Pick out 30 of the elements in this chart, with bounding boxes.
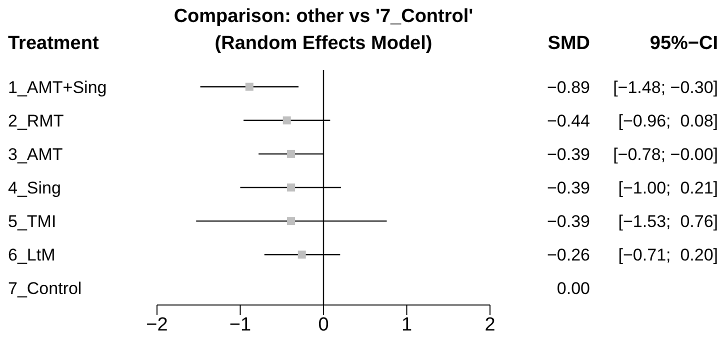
text: −0.26 [−0.71; 0.20]: [546, 246, 718, 265]
y-tick-label: 3_AMT: [8, 144, 63, 164]
x-tick-label: 0: [318, 314, 329, 336]
text: −0.39 [−1.00; 0.21]: [546, 178, 718, 198]
text: −0.89 [−1.48; −0.30]: [546, 78, 718, 97]
x-tick-label: −1: [229, 314, 252, 336]
point: [287, 184, 296, 192]
text: −0.39 [−1.53; 0.76]: [546, 212, 718, 232]
point: [245, 82, 254, 91]
text: −0.44 [−0.96; 0.08]: [546, 111, 718, 130]
text: −0.39 [−0.78; −0.00]: [546, 144, 718, 164]
x-tick-label: 1: [401, 314, 412, 336]
y-tick-label: 4_Sing: [8, 178, 61, 198]
y-tick-label: 5_TMI: [8, 212, 56, 232]
text: 95%−CI: [648, 33, 718, 55]
point: [287, 217, 296, 226]
chart-subtitle: (Random Effects Model): [214, 33, 434, 55]
x-tick-label: −2: [146, 314, 168, 336]
text: Treatment: [8, 33, 99, 55]
y-tick-label: 7_Control: [8, 279, 82, 298]
y-tick-label: 2_RMT: [8, 111, 64, 130]
x-tick-label: 2: [484, 314, 496, 336]
y-tick-label: 1_AMT+Sing: [8, 78, 107, 97]
chart-title: Comparison: other vs '7_Control': [172, 6, 474, 28]
point: [298, 250, 306, 259]
point: [287, 150, 296, 158]
y-tick-label: 6_LtM: [8, 246, 56, 265]
text: 0.00: [556, 279, 590, 298]
text: SMD: [546, 33, 590, 55]
point: [282, 116, 291, 124]
